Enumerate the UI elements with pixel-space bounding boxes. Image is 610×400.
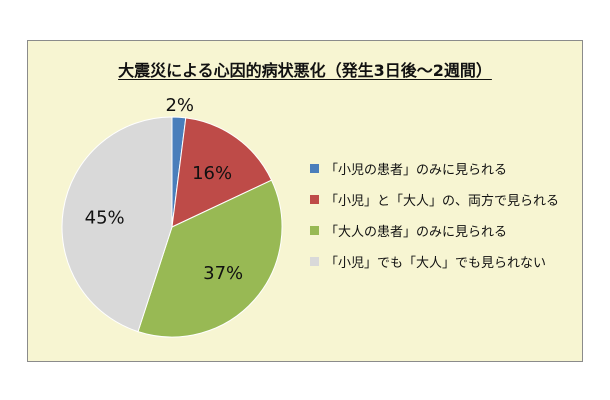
legend-item-1: 「小児の患者」のみに見られる: [310, 153, 580, 184]
legend: 「小児の患者」のみに見られる「小児」と「大人」の、両方で見られる 「大人の患者」の…: [310, 153, 580, 277]
pie-data-label-3: 37%: [203, 263, 243, 284]
chart-frame: 大震災による心因的病状悪化（発生3日後～2週間） 2% 16% 37% 45% 「小児…: [27, 40, 583, 362]
legend-swatch: [310, 226, 319, 235]
pie-slice-2: [171, 117, 273, 228]
chart-title: 大震災による心因的病状悪化（発生3日後～2週間）: [118, 61, 492, 80]
legend-item-3: 「大人の患者」のみに見られる: [310, 215, 580, 246]
legend-label: 「小児」と「大人」の、両方で見られる: [325, 194, 560, 209]
legend-label: 「小児」でも「大人」でも見られない: [325, 256, 547, 271]
pie-slice-4: [61, 116, 173, 333]
pie-slice-3: [137, 179, 283, 338]
legend-swatch: [310, 164, 319, 173]
pie-data-label-4: 45%: [85, 207, 125, 228]
legend-item-2: 「小児」と「大人」の、両方で見られる: [310, 184, 580, 215]
pie-chart: 2% 16% 37% 45%: [61, 95, 283, 338]
legend-swatch: [310, 195, 319, 204]
legend-label: 「大人の患者」のみに見られる: [325, 225, 508, 240]
pie-data-label-1: 2%: [165, 95, 194, 116]
pie-data-label-2: 16%: [192, 163, 232, 184]
legend-label: 「小児の患者」のみに見られる: [325, 163, 508, 178]
legend-item-4: 「小児」でも「大人」でも見られない: [310, 246, 580, 277]
legend-swatch: [310, 257, 319, 266]
